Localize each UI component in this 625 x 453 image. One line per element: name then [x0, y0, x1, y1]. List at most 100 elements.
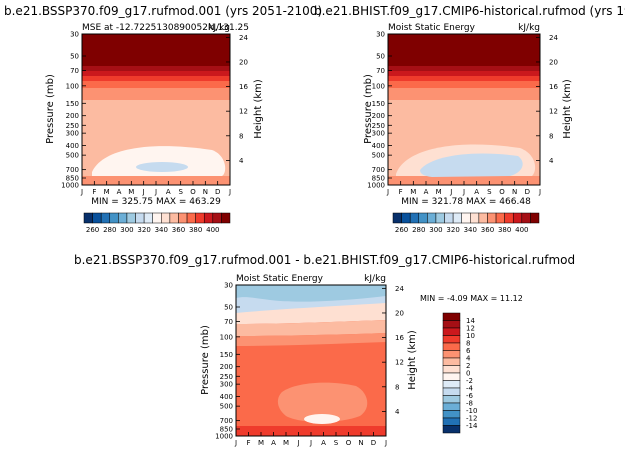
pressure-tick-label: 1000: [61, 182, 79, 190]
colorbar-swatch: [143, 212, 153, 224]
pressure-tick-label: 100: [66, 82, 79, 90]
colorbar-swatch: [109, 212, 119, 224]
pressure-tick-label: 200: [220, 363, 233, 371]
panel-title: b.e21.BSSP370.f09_g17.rufmod.001 - b.e21…: [74, 253, 575, 267]
contour-fill: [236, 285, 386, 436]
contour-positive-1: [236, 320, 386, 336]
month-tick-label: J: [142, 188, 145, 196]
month-tick-label: M: [258, 439, 264, 447]
colorbar-swatch: [478, 212, 488, 224]
contour-fill: [82, 34, 230, 185]
y-axis-label: Pressure (mb): [200, 325, 211, 395]
band-surface: [236, 426, 386, 436]
colorbar-label: 4: [466, 355, 471, 363]
colorbar-swatch: [92, 212, 102, 224]
pressure-tick-label: 850: [372, 175, 385, 183]
month-tick-label: N: [358, 439, 363, 447]
colorbar-swatch: [203, 212, 214, 224]
band-stratosphere: [388, 34, 540, 66]
pressure-tick-label: 700: [66, 166, 79, 174]
colorbar-swatch: [442, 372, 461, 381]
month-tick-label: J: [386, 188, 389, 196]
pressure-tick-label: 300: [66, 130, 79, 138]
contour-fill: [388, 34, 540, 185]
colorbar-label: -2: [466, 377, 473, 385]
month-tick-label: A: [424, 188, 429, 196]
month-tick-label: M: [436, 188, 442, 196]
pressure-tick-label: 50: [376, 52, 385, 60]
y2-axis-label: Height (km): [253, 79, 264, 139]
colorbar-swatch: [495, 212, 505, 224]
colorbar-label: 260: [395, 226, 408, 234]
colorbar-swatch: [442, 387, 461, 396]
subtitle-left: MSE at -12.7225130890052N,131.25: [82, 23, 249, 33]
colorbar-swatch: [126, 212, 136, 224]
height-tick-label: 12: [239, 108, 248, 116]
height-tick-label: 16: [549, 83, 558, 91]
month-tick-label: S: [178, 188, 183, 196]
colorbar-swatch: [418, 212, 428, 224]
height-tick-label: 4: [395, 408, 400, 416]
colorbar-label: 300: [429, 226, 442, 234]
min-max-stats: MIN = -4.09 MAX = 11.12: [420, 294, 523, 303]
colorbar-swatch: [178, 212, 188, 224]
pressure-tick-label: 30: [224, 282, 233, 290]
height-tick-label: 20: [549, 58, 558, 66]
contour-positive-2: [236, 333, 386, 346]
band-level-1: [388, 66, 540, 71]
colorbar-label: 260: [86, 226, 99, 234]
month-tick-label: F: [246, 439, 250, 447]
colorbar-swatch: [487, 212, 497, 224]
pressure-tick-label: 250: [372, 122, 385, 130]
month-tick-label: J: [384, 439, 387, 447]
colorbar-swatch: [442, 410, 461, 419]
pressure-tick-label: 700: [372, 166, 385, 174]
colorbar-swatch: [442, 312, 461, 321]
panel-title: b.e21.BHIST.f09_g17.CMIP6-historical.ruf…: [314, 4, 625, 18]
band-level-5: [388, 88, 540, 100]
colorbar-swatch: [442, 365, 461, 374]
colorbar-swatch: [442, 395, 461, 404]
colorbar-label: -14: [466, 422, 478, 430]
band-level-2: [388, 71, 540, 76]
min-max-stats: MIN = 325.75 MAX = 463.29: [91, 197, 221, 207]
pressure-tick-label: 150: [66, 100, 79, 108]
month-tick-label: D: [371, 439, 376, 447]
colorbar-swatch: [512, 212, 523, 224]
month-tick-label: N: [203, 188, 208, 196]
pressure-tick-label: 400: [220, 393, 233, 401]
height-tick-label: 4: [549, 157, 554, 165]
colorbar-swatch: [442, 320, 461, 329]
pressure-tick-label: 30: [70, 31, 79, 39]
band-stratosphere: [82, 34, 230, 66]
colorbar-swatch: [442, 342, 461, 351]
panel-title: b.e21.BSSP370.f09_g17.rufmod.001 (yrs 20…: [4, 4, 322, 18]
subtitle-left: Moist Static Energy: [236, 274, 324, 284]
colorbar-label: 300: [120, 226, 133, 234]
month-tick-label: J: [154, 188, 157, 196]
month-tick-label: S: [334, 439, 339, 447]
band-level-4: [82, 81, 230, 88]
pressure-tick-label: 30: [376, 31, 385, 39]
pressure-tick-label: 250: [66, 122, 79, 130]
month-tick-label: M: [128, 188, 134, 196]
pressure-tick-label: 70: [224, 318, 233, 326]
colorbar-label: -12: [466, 415, 477, 423]
month-tick-label: M: [410, 188, 416, 196]
pressure-tick-label: 70: [70, 67, 79, 75]
height-tick-label: 24: [395, 285, 404, 293]
colorbar-swatch: [442, 327, 461, 336]
month-tick-label: D: [215, 188, 220, 196]
colorbar-swatch: [530, 212, 540, 224]
pressure-tick-label: 300: [372, 130, 385, 138]
height-tick-label: 16: [239, 83, 248, 91]
subtitle-right: kJ/kg: [364, 274, 386, 284]
colorbar-swatch: [195, 212, 205, 224]
month-tick-label: A: [166, 188, 171, 196]
pressure-tick-label: 1000: [367, 182, 385, 190]
colorbar-label: 14: [466, 317, 475, 325]
month-tick-label: O: [190, 188, 196, 196]
pressure-tick-label: 200: [372, 112, 385, 120]
month-tick-label: M: [104, 188, 110, 196]
